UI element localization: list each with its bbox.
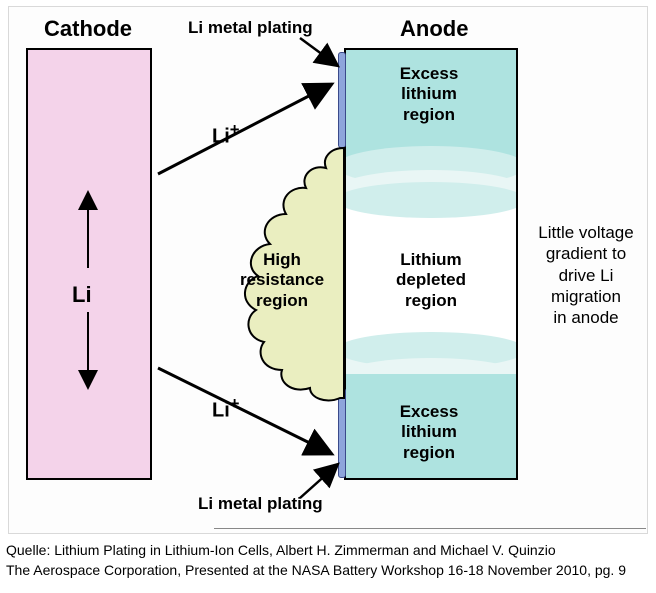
excess-bottom-label: Excesslithiumregion	[374, 402, 484, 463]
plating-label-top: Li metal plating	[188, 18, 313, 38]
plating-label-bottom: Li metal plating	[198, 494, 323, 514]
cathode-rect	[26, 48, 152, 480]
citation-line2: The Aerospace Corporation, Presented at …	[6, 562, 626, 578]
wave-mid-1	[344, 182, 518, 218]
cathode-title: Cathode	[44, 16, 132, 42]
plating-strip-top	[338, 52, 346, 148]
li-plus-bottom-base: Li	[212, 400, 230, 422]
depleted-label: Lithiumdepletedregion	[376, 250, 486, 311]
citation-line1: Quelle: Lithium Plating in Lithium-Ion C…	[6, 542, 556, 558]
high-resistance-label: Highresistanceregion	[232, 250, 332, 311]
li-plus-label-bottom: Li+	[212, 394, 240, 423]
anode-title: Anode	[400, 16, 468, 42]
side-annotation: Little voltagegradient todrive Limigrati…	[528, 222, 644, 328]
bottom-rule	[214, 528, 646, 529]
cathode-li-label: Li	[72, 282, 92, 308]
li-plus-top-base: Li	[212, 126, 230, 148]
li-plus-label-top: Li+	[212, 120, 240, 149]
li-plus-top-sup: +	[230, 120, 240, 139]
excess-top-label: Excesslithiumregion	[374, 64, 484, 125]
li-plus-bottom-sup: +	[230, 394, 240, 413]
plating-strip-bottom	[338, 388, 346, 478]
